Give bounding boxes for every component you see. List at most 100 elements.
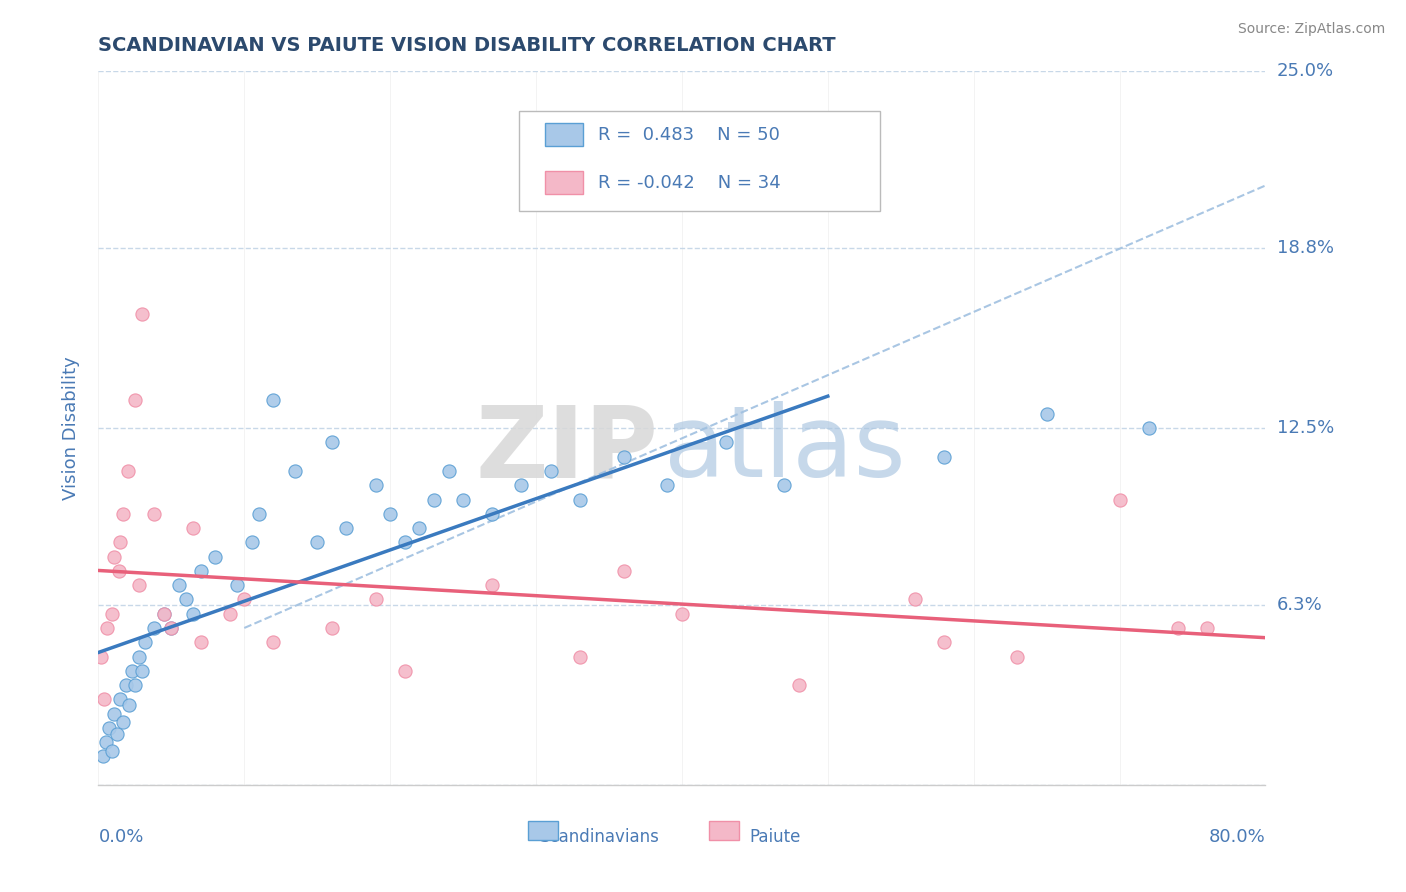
FancyBboxPatch shape [527,822,558,840]
Point [540,464,562,478]
Point [846,136,869,150]
Point [181,607,204,621]
Point [408,521,430,535]
Point [128,578,150,592]
FancyBboxPatch shape [709,822,740,840]
Point [284,464,307,478]
Text: ZIP: ZIP [475,401,658,498]
Point [510,478,533,492]
Point [134,635,156,649]
Point [335,521,357,535]
Point [160,621,183,635]
Point [181,521,204,535]
Text: R = -0.042    N = 34: R = -0.042 N = 34 [598,174,780,192]
Point [142,621,165,635]
Point [118,698,141,712]
Point [124,392,146,407]
Point [787,678,810,692]
Point [613,450,636,464]
Text: 0.0%: 0.0% [98,828,143,846]
Point [131,664,153,678]
Point [263,635,285,649]
Point [90,649,112,664]
Point [103,706,125,721]
Point [1007,649,1029,664]
Point [124,678,146,692]
Point [240,535,263,549]
Point [1137,421,1160,435]
Point [423,492,446,507]
Text: Paiute: Paiute [749,828,801,846]
Point [934,635,956,649]
Y-axis label: Vision Disability: Vision Disability [62,356,80,500]
Point [451,492,474,507]
Point [394,535,416,549]
FancyBboxPatch shape [546,171,582,194]
Point [97,721,120,735]
Point [115,678,138,692]
Point [131,307,153,321]
Point [174,592,197,607]
Point [167,578,190,592]
Point [904,592,927,607]
Point [364,478,387,492]
Point [160,621,183,635]
Point [100,744,122,758]
FancyBboxPatch shape [519,111,880,211]
Point [307,535,329,549]
Text: 6.3%: 6.3% [1277,596,1322,614]
Text: SCANDINAVIAN VS PAIUTE VISION DISABILITY CORRELATION CHART: SCANDINAVIAN VS PAIUTE VISION DISABILITY… [98,36,837,54]
Point [1035,407,1057,421]
Point [153,607,176,621]
FancyBboxPatch shape [546,123,582,146]
Point [110,692,132,706]
Point [394,664,416,678]
Point [128,649,150,664]
Point [218,607,240,621]
Point [321,435,343,450]
Point [190,635,212,649]
Point [93,692,115,706]
Point [96,621,118,635]
Point [112,715,135,730]
Text: atlas: atlas [665,401,905,498]
Point [112,507,135,521]
Text: 12.5%: 12.5% [1277,419,1334,437]
Point [437,464,460,478]
Point [364,592,387,607]
Point [380,507,402,521]
Point [153,607,176,621]
Point [657,478,679,492]
Point [613,564,636,578]
Point [773,478,796,492]
Point [117,464,139,478]
Point [103,549,125,564]
Point [121,664,143,678]
Text: Scandinavians: Scandinavians [540,828,661,846]
Point [91,749,114,764]
Point [94,735,117,749]
Point [714,435,737,450]
Point [671,607,693,621]
Point [934,450,956,464]
Point [142,507,165,521]
Point [1167,621,1189,635]
Point [263,392,285,407]
Point [481,578,503,592]
Point [108,564,131,578]
Point [481,507,503,521]
Text: 80.0%: 80.0% [1209,828,1265,846]
Text: R =  0.483    N = 50: R = 0.483 N = 50 [598,126,780,144]
Point [1197,621,1219,635]
Point [568,492,591,507]
Text: Source: ZipAtlas.com: Source: ZipAtlas.com [1237,22,1385,37]
Point [105,726,128,740]
Point [204,549,226,564]
Point [247,507,270,521]
Point [226,578,249,592]
Point [190,564,212,578]
Point [233,592,256,607]
Point [1108,492,1130,507]
Point [110,535,132,549]
Point [568,649,591,664]
